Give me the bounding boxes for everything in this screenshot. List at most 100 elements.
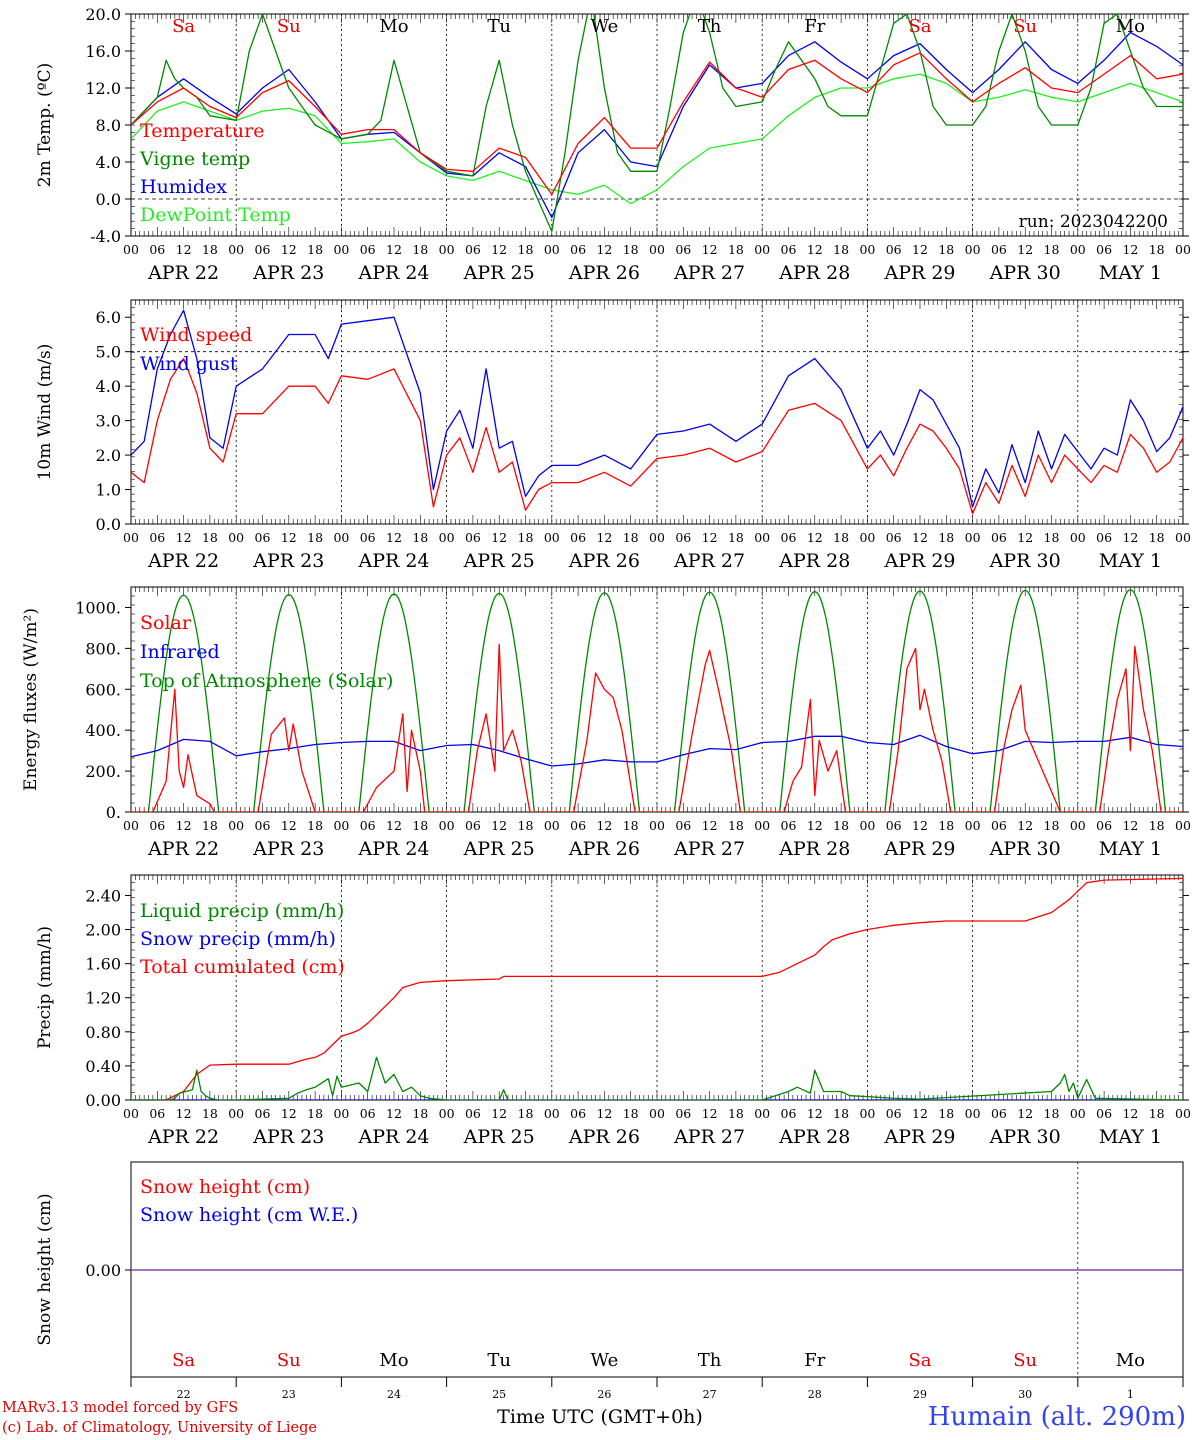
hour-tick-label: 00 — [123, 530, 139, 545]
date-label: APR 25 — [463, 1126, 535, 1148]
hour-tick-label: 06 — [781, 818, 797, 833]
date-label: APR 24 — [357, 550, 429, 572]
hour-tick-label: 06 — [570, 1106, 586, 1121]
panel-precip: 0.00 0.40 0.80 1.20 1.60 2.00 2.40 Liquid preci… — [35, 874, 1191, 1148]
legend-entry: Total cumulated (cm) — [140, 956, 345, 978]
hour-tick-label: 00 — [754, 530, 770, 545]
hour-tick-label: 06 — [255, 242, 271, 257]
legend-entry: Wind speed — [140, 324, 252, 346]
hour-tick-label: 00 — [649, 530, 665, 545]
weekday-label: Fr — [804, 16, 825, 37]
series-line-total-cumulated-cm- — [131, 877, 1183, 1100]
hour-tick-label: 00 — [1175, 242, 1191, 257]
date-label: APR 23 — [252, 838, 324, 860]
hour-tick-label: 06 — [570, 530, 586, 545]
day-number-label: 28 — [808, 1388, 822, 1401]
weekday-label: Mo — [379, 16, 408, 37]
hour-tick-label: 00 — [1175, 530, 1191, 545]
hour-tick-label: 00 — [754, 818, 770, 833]
hour-tick-label: 00 — [649, 818, 665, 833]
panel-snow: 0.00 Snow height (cm) Snow height (cm) Snow… — [35, 1161, 1184, 1401]
hour-tick-label: 00 — [333, 242, 349, 257]
hour-tick-label: 12 — [176, 1106, 192, 1121]
hour-tick-label: 06 — [886, 1106, 902, 1121]
hour-tick-label: 12 — [176, 530, 192, 545]
hour-tick-label: 18 — [728, 530, 744, 545]
hour-tick-label: 12 — [702, 530, 718, 545]
y-tick-label: 16.0 — [85, 42, 121, 61]
y-tick-label: 12.0 — [85, 79, 121, 98]
y-axis-label: Precip (mm/h) — [35, 926, 55, 1049]
hour-tick-label: 18 — [307, 242, 323, 257]
date-label: APR 23 — [252, 1126, 324, 1148]
weekday-label: Mo — [379, 1350, 408, 1371]
hour-tick-label: 12 — [596, 1106, 612, 1121]
hour-tick-label: 12 — [807, 530, 823, 545]
hour-tick-label: 12 — [281, 242, 297, 257]
hour-tick-label: 12 — [807, 818, 823, 833]
y-tick-label: 5.0 — [96, 343, 121, 362]
hour-tick-label: 00 — [1070, 242, 1086, 257]
hour-tick-label: 00 — [333, 530, 349, 545]
y-tick-label: 0. — [106, 803, 121, 822]
hour-tick-label: 06 — [781, 1106, 797, 1121]
day-number-label: 1 — [1127, 1388, 1134, 1401]
legend-entry: Vigne temp — [139, 148, 250, 170]
series-line-vigne-temp — [131, 14, 1183, 233]
hour-tick-label: 00 — [439, 818, 455, 833]
date-label: MAY 1 — [1099, 550, 1162, 572]
hour-tick-label: 06 — [255, 818, 271, 833]
hour-tick-label: 06 — [886, 818, 902, 833]
legend-entry: Temperature — [140, 120, 264, 142]
y-tick-label: -4.0 — [90, 227, 121, 246]
hour-tick-label: 12 — [807, 242, 823, 257]
date-label: APR 27 — [673, 262, 745, 284]
weekday-label: Sa — [908, 16, 931, 37]
legend-entry: Infrared — [140, 641, 220, 663]
weekday-label: Fr — [804, 1350, 825, 1371]
date-label: APR 27 — [673, 550, 745, 572]
hour-tick-label: 12 — [1017, 530, 1033, 545]
panel-energy: 0. 200. 400. 600. 800. 1000. Solar Infrared Top … — [21, 586, 1191, 860]
hour-tick-label: 06 — [465, 1106, 481, 1121]
credit-line-1: MARv3.13 model forced by GFS — [2, 1400, 239, 1416]
weekday-label: Mo — [1116, 16, 1145, 37]
hour-tick-label: 00 — [859, 818, 875, 833]
y-tick-label: 6.0 — [96, 308, 121, 327]
hour-tick-label: 00 — [123, 1106, 139, 1121]
hour-tick-label: 18 — [623, 530, 639, 545]
weekday-label: We — [591, 1350, 619, 1371]
hour-tick-label: 18 — [1044, 242, 1060, 257]
hour-tick-label: 06 — [675, 242, 691, 257]
y-tick-label: 2.00 — [85, 921, 121, 940]
hour-tick-label: 18 — [623, 818, 639, 833]
weekday-label: Sa — [172, 1350, 195, 1371]
hour-tick-label: 06 — [149, 818, 165, 833]
hour-tick-label: 06 — [465, 242, 481, 257]
hour-tick-label: 18 — [202, 530, 218, 545]
hour-tick-label: 00 — [1175, 1106, 1191, 1121]
day-number-label: 23 — [282, 1388, 296, 1401]
hour-tick-label: 18 — [833, 530, 849, 545]
hour-tick-label: 00 — [859, 530, 875, 545]
hour-tick-label: 12 — [281, 1106, 297, 1121]
y-axis-label: Energy fluxes (W/m²) — [21, 608, 41, 791]
hour-tick-label: 12 — [702, 1106, 718, 1121]
weekday-label: Th — [698, 1350, 722, 1371]
day-number-label: 24 — [387, 1388, 401, 1401]
hour-tick-label: 00 — [439, 242, 455, 257]
series-line-top-of-atmosphere-solar- — [131, 589, 1183, 812]
series-line-temperature — [131, 52, 1183, 196]
legend-entry: Top of Atmosphere (Solar) — [140, 670, 393, 692]
hour-tick-label: 18 — [202, 818, 218, 833]
weekday-label: Sa — [172, 16, 195, 37]
y-tick-label: 1000. — [75, 598, 121, 617]
hour-tick-label: 00 — [123, 242, 139, 257]
hour-tick-label: 06 — [360, 242, 376, 257]
hour-tick-label: 18 — [1149, 242, 1165, 257]
hour-tick-label: 00 — [228, 1106, 244, 1121]
date-label: APR 26 — [568, 550, 640, 572]
hour-tick-label: 00 — [754, 242, 770, 257]
y-tick-label: 800. — [85, 639, 121, 658]
hour-tick-label: 18 — [202, 242, 218, 257]
